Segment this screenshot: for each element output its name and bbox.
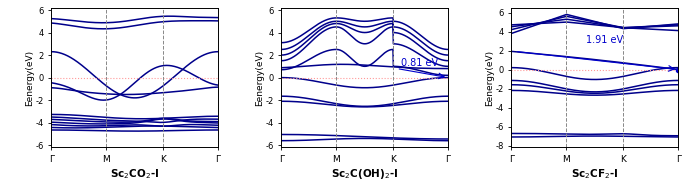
X-axis label: Sc$_2$C(OH)$_2$-I: Sc$_2$C(OH)$_2$-I (331, 167, 399, 181)
Text: 0.81 eV: 0.81 eV (401, 58, 438, 68)
X-axis label: Sc$_2$CO$_2$-I: Sc$_2$CO$_2$-I (110, 167, 160, 181)
Text: 1.91 eV: 1.91 eV (586, 36, 623, 45)
Y-axis label: Eenergy(eV): Eenergy(eV) (255, 49, 264, 106)
X-axis label: Sc$_2$CF$_2$-I: Sc$_2$CF$_2$-I (571, 167, 619, 181)
Y-axis label: Eenergy(eV): Eenergy(eV) (485, 49, 494, 106)
Y-axis label: Eenergy(eV): Eenergy(eV) (25, 49, 34, 106)
